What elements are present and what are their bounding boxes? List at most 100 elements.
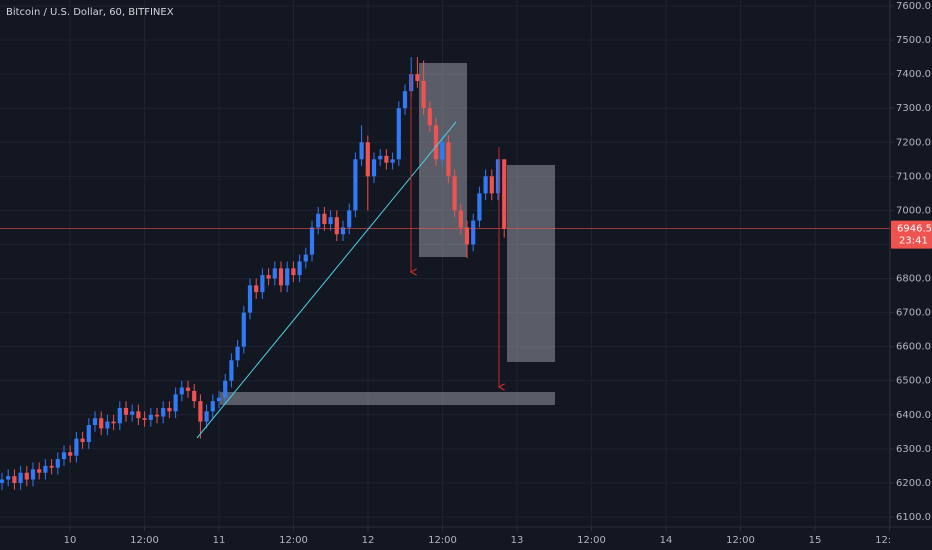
candle-body (452, 176, 457, 211)
candle-body (260, 275, 265, 293)
candle-body (99, 418, 104, 429)
candle-body (378, 155, 383, 160)
candle-body (396, 108, 401, 160)
x-tick-label: 14 (660, 535, 673, 546)
y-tick-label: 7300.0 (896, 103, 931, 114)
candle-body (347, 210, 352, 228)
y-tick-label: 6500.0 (896, 376, 931, 387)
candle-body (446, 142, 451, 177)
candle-body (37, 469, 42, 473)
candle-body (30, 469, 36, 480)
candle-body (427, 108, 432, 126)
candle-body (322, 213, 327, 225)
candle-body (297, 261, 302, 276)
candle-body (204, 411, 209, 422)
candle-body (390, 159, 395, 163)
candle-body (272, 268, 277, 279)
candle-body (359, 142, 364, 160)
support-zone (220, 392, 555, 405)
y-tick-label: 6800.0 (896, 274, 931, 285)
candle-body (68, 452, 73, 456)
candle-body (495, 159, 501, 194)
candle-body (223, 380, 228, 398)
candle-body (111, 421, 116, 424)
candle-body (154, 414, 160, 417)
candle-body (458, 210, 463, 228)
x-tick-label: 13 (511, 535, 524, 546)
x-tick-label: 12:00 (726, 535, 755, 546)
candle-body (402, 91, 408, 109)
candle-body (161, 407, 166, 417)
candle-body (148, 414, 153, 420)
candle-body (55, 459, 60, 468)
candle-body (309, 227, 315, 255)
candle-body (266, 275, 271, 279)
x-tick-label: 12:00 (875, 535, 904, 546)
candle-body (502, 159, 507, 229)
x-tick-label: 11 (213, 535, 226, 546)
candle-body (477, 193, 482, 221)
candle-body (334, 217, 339, 235)
candle-body (142, 418, 147, 420)
candle-body (173, 394, 178, 412)
candles (0, 57, 890, 490)
candle-body (179, 387, 184, 395)
y-tick-label: 7000.0 (896, 205, 931, 216)
candle-body (216, 397, 222, 402)
candle-body (123, 407, 129, 415)
candle-body (353, 159, 358, 211)
candle-body (80, 438, 85, 443)
candle-body (365, 142, 370, 177)
candle-body (43, 465, 48, 473)
candle-body (61, 452, 67, 460)
y-tick-label: 6100.0 (896, 512, 931, 523)
drawings-top (196, 72, 499, 439)
candle-body (49, 465, 54, 468)
candle-body (92, 418, 98, 426)
range-box (507, 165, 555, 362)
candle-body (471, 220, 476, 245)
candle-body (74, 438, 79, 456)
candle-body (303, 254, 308, 262)
candle-body (210, 401, 215, 412)
x-axis: 10 12:00 11 12:00 12 12:00 13 12:00 14 12:00 15 12:… (64, 527, 904, 546)
candle-body (86, 425, 91, 443)
x-tick-label: 12:00 (130, 535, 159, 546)
candle-body (198, 401, 203, 422)
candle-body (291, 268, 296, 276)
x-tick-label: 12:00 (577, 535, 606, 546)
candle-body (464, 227, 470, 245)
y-tick-label: 6700.0 (896, 308, 931, 319)
x-tick-label: 15 (809, 535, 822, 546)
candle-body (0, 479, 5, 483)
candle-body (185, 387, 191, 391)
candle-body (12, 476, 17, 483)
candle-body (285, 268, 290, 286)
candle-body (105, 421, 110, 429)
x-tick-label: 12:00 (428, 535, 457, 546)
axes: 6100.0 6200.0 6300.0 6400.0 6500.0 6600.0 6700… (64, 1, 932, 546)
x-tick-label: 12:00 (279, 535, 308, 546)
candle-body (6, 476, 11, 480)
candle-body (433, 125, 439, 160)
candle-body (241, 312, 246, 347)
candle-body (192, 390, 197, 402)
candle-body (235, 346, 240, 361)
candle-body (440, 142, 445, 160)
candle-body (24, 472, 29, 480)
y-tick-label: 6300.0 (896, 444, 931, 455)
y-tick-label: 7500.0 (896, 35, 931, 46)
candle-body (247, 285, 253, 313)
candle-body (371, 159, 377, 177)
price-tag (891, 220, 932, 249)
candle-body (340, 227, 346, 235)
candle-body (483, 176, 488, 194)
y-tick-label: 7600.0 (896, 1, 931, 12)
candle-body (136, 411, 141, 419)
y-tick-label: 7200.0 (896, 137, 931, 148)
candle-body (328, 217, 333, 225)
candle-body (421, 80, 426, 109)
candle-body (167, 407, 172, 412)
chart-title: Bitcoin / U.S. Dollar, 60, BITFINEX (6, 7, 174, 18)
candle-body (254, 285, 259, 293)
